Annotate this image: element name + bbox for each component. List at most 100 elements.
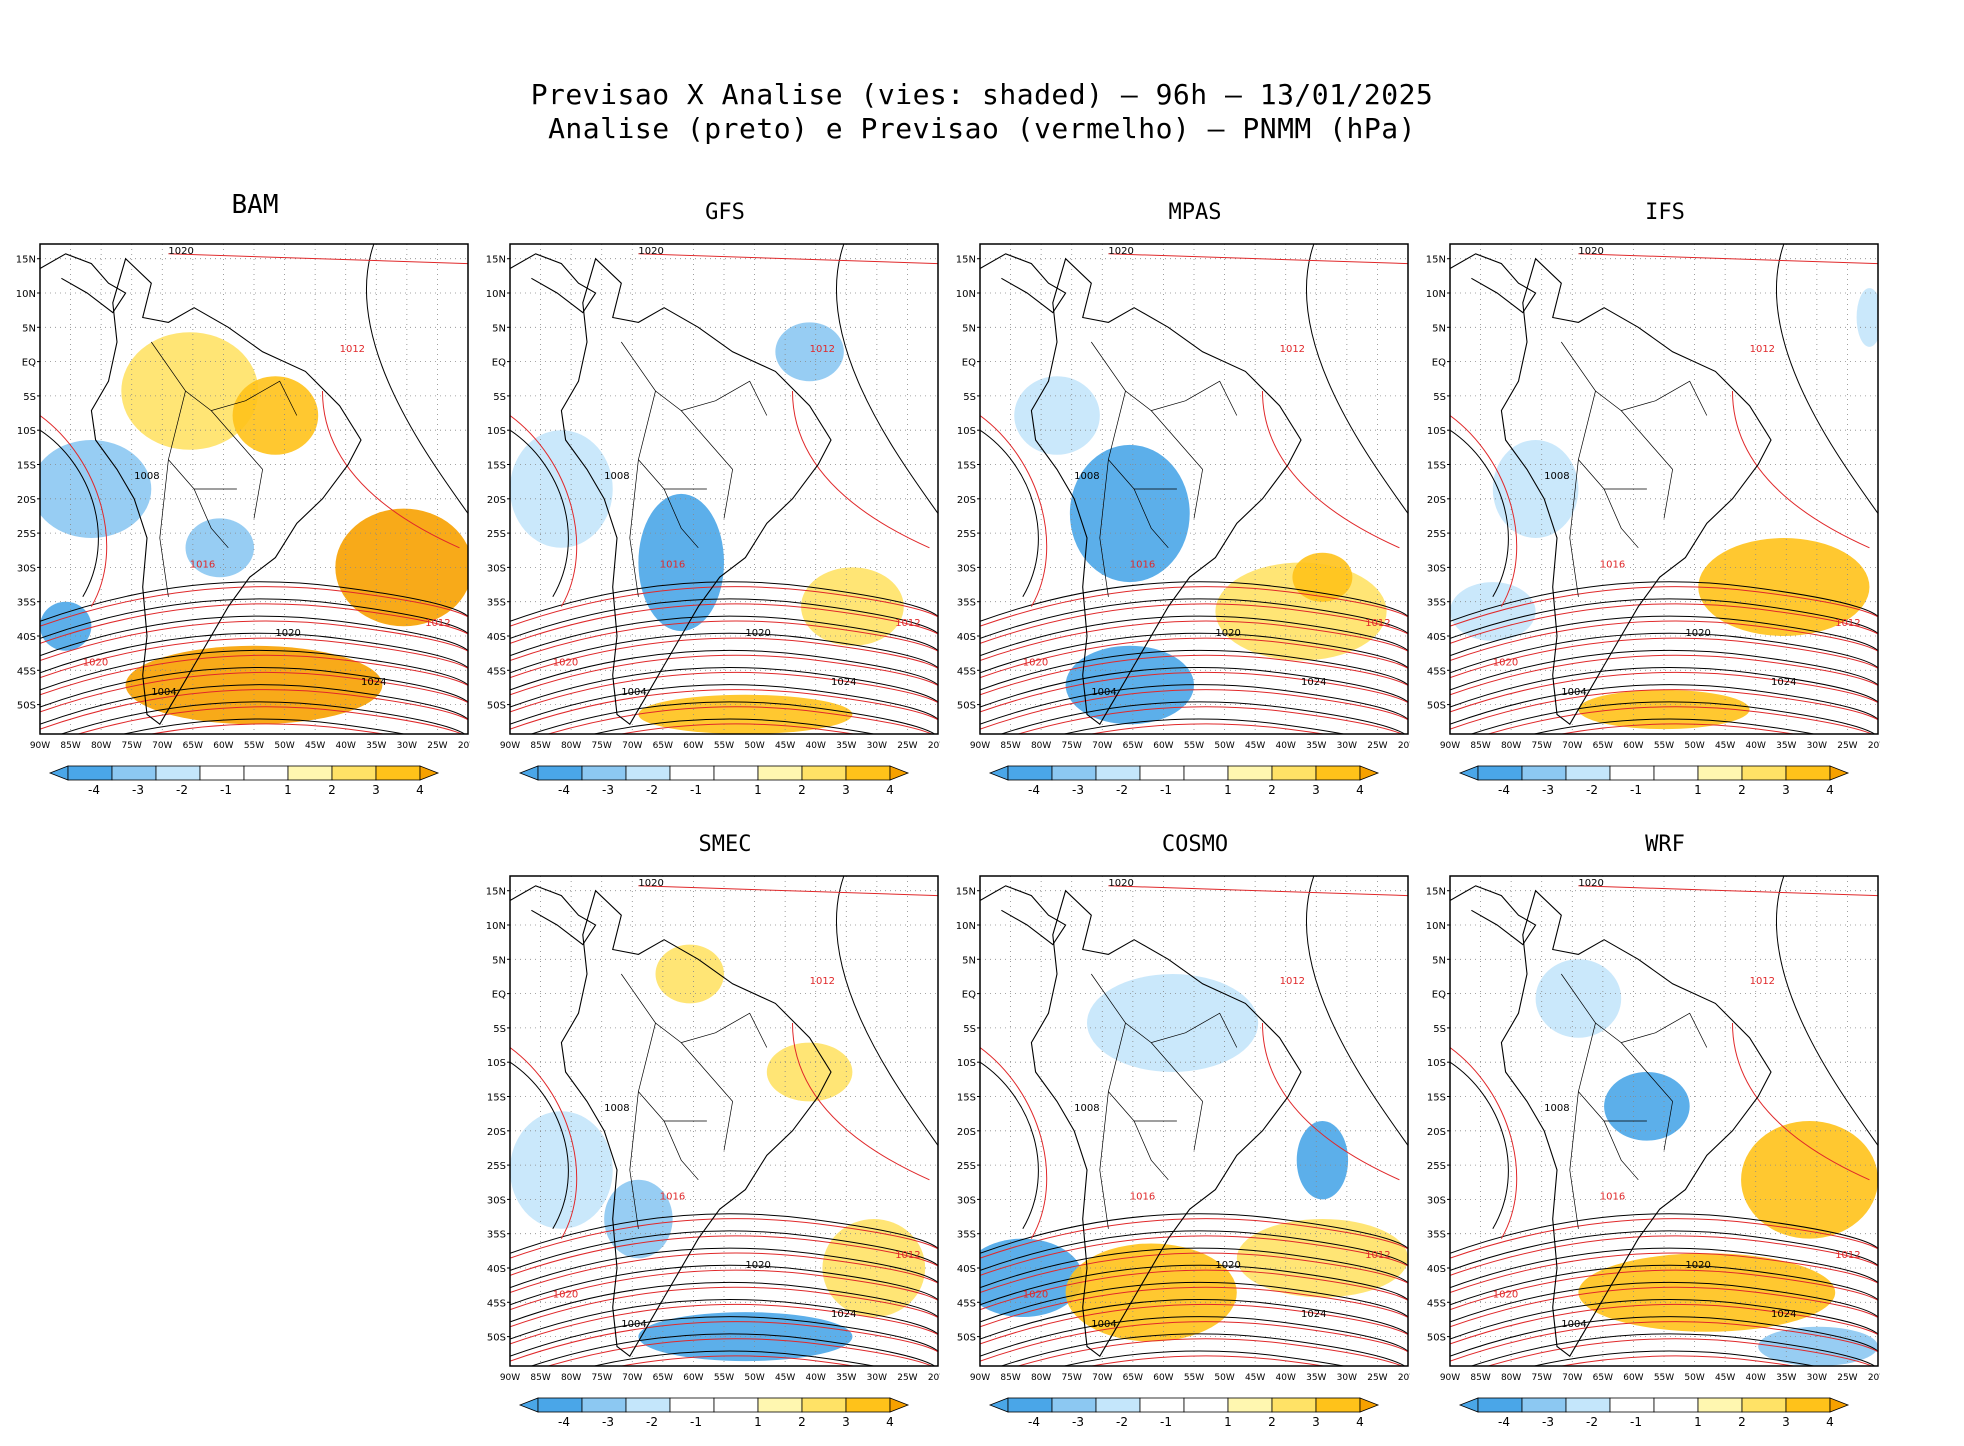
bias-shading: [1450, 582, 1536, 641]
lat-label: 10N: [486, 289, 506, 300]
map-panel-wrf: WRF 1020 1012 1008 1016 1020 1020 1024 1012 1004 1…: [1410, 832, 1880, 1432]
colorbar-label: 1: [1224, 783, 1232, 797]
colorbar-label: 1: [754, 1415, 762, 1429]
coastline: [560, 889, 832, 1358]
lat-label: 5N: [1432, 323, 1446, 334]
colorbar-label: -2: [1586, 1415, 1598, 1429]
isobar-label: 1020: [745, 628, 770, 639]
lat-label: 20S: [17, 495, 36, 506]
lat-label: 10N: [16, 289, 36, 300]
isobar-label: 1024: [1771, 1309, 1796, 1320]
lon-label: 30W: [1807, 1373, 1827, 1383]
lon-label: 70W: [1092, 1373, 1112, 1383]
lat-label: 50S: [487, 1333, 506, 1344]
lat-label: EQ: [1432, 358, 1446, 369]
colorbar-label: -1: [1630, 783, 1642, 797]
lat-label: 35S: [957, 598, 976, 609]
lat-label: 25S: [957, 1161, 976, 1172]
isobar-label: 1012: [895, 1250, 920, 1261]
lon-label: 55W: [714, 741, 734, 751]
lat-label: 45S: [1427, 666, 1446, 677]
lon-label: 75W: [1532, 1373, 1552, 1383]
lon-label: 60W: [1623, 741, 1643, 751]
lat-label: 10S: [957, 426, 976, 437]
figure-title-line2: Analise (preto) e Previsao (vermelho) – …: [548, 112, 1416, 145]
lat-label: 15S: [487, 1093, 506, 1104]
colorbar-label: 2: [798, 1415, 806, 1429]
lon-label: 65W: [653, 741, 673, 751]
lat-label: 45S: [487, 1298, 506, 1309]
isobar-label: 1020: [168, 246, 193, 257]
lat-label: 15S: [1427, 1093, 1446, 1104]
isobar-label: 1008: [1544, 1103, 1569, 1114]
bias-shading: [1069, 444, 1190, 583]
lat-label: 15N: [486, 255, 506, 266]
isobar-label: 1024: [1301, 1309, 1326, 1320]
lon-label: 65W: [183, 741, 203, 751]
lon-label: 85W: [530, 1373, 550, 1383]
colorbar-label: 2: [798, 783, 806, 797]
bias-shading: [1236, 1219, 1408, 1298]
lat-label: 25S: [1427, 1161, 1446, 1172]
colorbar-label: 2: [1268, 1415, 1276, 1429]
colorbar: -4 -3 -2 -1 1 2 3 4: [1458, 1397, 1850, 1429]
colorbar-label: -4: [88, 783, 100, 797]
lat-label: 20S: [1427, 495, 1446, 506]
bias-shading: [766, 1042, 853, 1102]
lat-label: 5N: [962, 323, 976, 334]
colorbar-label: 2: [328, 783, 336, 797]
lon-label: 40W: [1276, 741, 1296, 751]
isobar-label: 1020: [1215, 628, 1240, 639]
lon-label: 70W: [1562, 741, 1582, 751]
colorbar-label: 3: [372, 783, 380, 797]
bias-shading: [638, 694, 853, 734]
bias-shading: [1604, 1072, 1690, 1141]
lat-label: 15N: [956, 255, 976, 266]
lon-label: 20W: [458, 741, 470, 751]
lat-label: 35S: [1427, 598, 1446, 609]
lon-label: 80W: [1501, 741, 1521, 751]
lon-label: 70W: [622, 1373, 642, 1383]
isobar-label: 1008: [604, 471, 629, 482]
lon-label: 45W: [1245, 1373, 1265, 1383]
bias-shading: [980, 1238, 1083, 1317]
lat-label: 50S: [487, 701, 506, 712]
lat-label: 50S: [17, 701, 36, 712]
lat-label: 35S: [957, 1230, 976, 1241]
lat-label: 10N: [1426, 289, 1446, 300]
lon-label: 30W: [397, 741, 417, 751]
colorbar-label: 3: [842, 1415, 850, 1429]
coastline: [560, 257, 832, 726]
colorbar-label: 1: [284, 783, 292, 797]
colorbar-label: -4: [558, 783, 570, 797]
lon-label: 60W: [1623, 1373, 1643, 1383]
coastline: [1500, 889, 1772, 1358]
isobar-label: 1012: [340, 344, 365, 355]
lon-label: 40W: [806, 1373, 826, 1383]
lat-label: 10S: [17, 426, 36, 437]
lat-label: 35S: [487, 598, 506, 609]
lon-label: 25W: [1837, 741, 1857, 751]
lon-label: 65W: [1593, 1373, 1613, 1383]
lon-label: 60W: [683, 741, 703, 751]
lon-label: 65W: [1593, 741, 1613, 751]
lon-label: 50W: [1214, 1373, 1234, 1383]
lon-label: 20W: [1398, 741, 1410, 751]
lat-label: 40S: [957, 632, 976, 643]
colorbar-label: -3: [1072, 783, 1084, 797]
lon-label: 45W: [1245, 741, 1265, 751]
map-panel-mpas: MPAS 1020 1012 1008 1016 1020 1020 1024 1012 1004…: [940, 200, 1410, 800]
isobar-label: 1012: [1750, 976, 1775, 987]
lat-label: 15N: [486, 887, 506, 898]
lat-label: 15S: [17, 461, 36, 472]
lon-label: 85W: [530, 741, 550, 751]
map-panel-cosmo: COSMO 1020 1012 1008 1016 1020 1020 1024 1012 100…: [940, 832, 1410, 1432]
colorbar-label: -4: [1498, 783, 1510, 797]
isobar-label: 1024: [831, 677, 856, 688]
lon-label: 70W: [1562, 1373, 1582, 1383]
lat-label: 15N: [1426, 887, 1446, 898]
lat-label: EQ: [492, 990, 506, 1001]
isobar-label: 1016: [660, 1191, 685, 1202]
lat-label: 10S: [957, 1058, 976, 1069]
lat-label: 10N: [1426, 921, 1446, 932]
